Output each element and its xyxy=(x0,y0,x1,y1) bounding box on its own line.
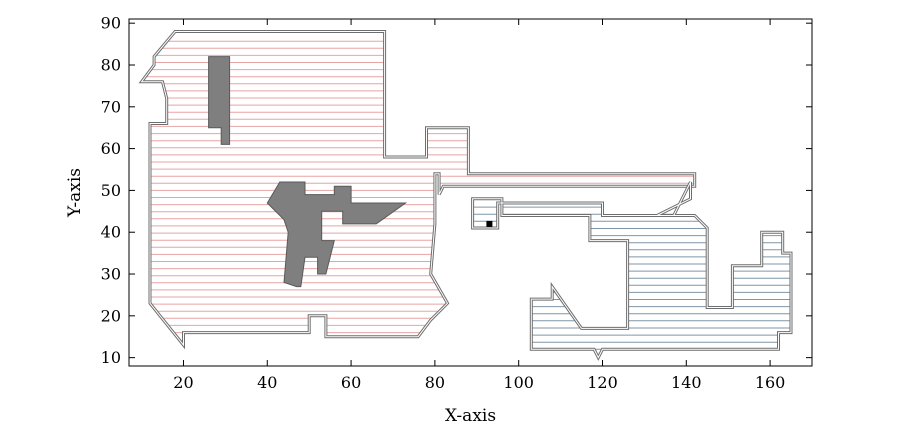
x-axis-ticks: 20 40 60 80 100 120 140 160 xyxy=(173,19,785,392)
y-tick-label: 70 xyxy=(101,97,121,116)
y-tick-label: 50 xyxy=(101,181,121,200)
y-axis-ticks: 10 20 30 40 50 60 70 80 90 xyxy=(101,14,812,367)
y-tick-label: 90 xyxy=(101,14,121,33)
obstacle-2 xyxy=(266,181,408,288)
region-2-sweep-lines xyxy=(472,206,791,350)
x-axis-label: X-axis xyxy=(445,406,496,426)
x-tick-label: 100 xyxy=(503,373,534,392)
x-tick-label: 80 xyxy=(425,373,445,392)
x-tick-label: 120 xyxy=(587,373,618,392)
x-tick-label: 140 xyxy=(671,373,702,392)
plot-content xyxy=(138,30,793,361)
obstacle-1 xyxy=(208,56,231,145)
x-tick-label: 20 xyxy=(173,373,193,392)
y-tick-label: 20 xyxy=(101,306,121,325)
region-2-boundary-inner xyxy=(472,181,792,359)
x-tick-label: 160 xyxy=(755,373,786,392)
x-tick-label: 60 xyxy=(341,373,361,392)
region-2-boundary-outer xyxy=(471,181,793,361)
y-tick-label: 60 xyxy=(101,139,121,158)
plot-frame xyxy=(128,18,813,367)
y-tick-label: 10 xyxy=(101,348,121,367)
y-tick-label: 40 xyxy=(101,223,121,242)
y-tick-label: 80 xyxy=(101,55,121,74)
start-point-marker xyxy=(486,220,493,227)
region-1-boundary-inner xyxy=(140,31,696,347)
y-axis-label: Y-axis xyxy=(65,168,85,218)
y-tick-label: 30 xyxy=(101,265,121,284)
x-tick-label: 40 xyxy=(257,373,277,392)
